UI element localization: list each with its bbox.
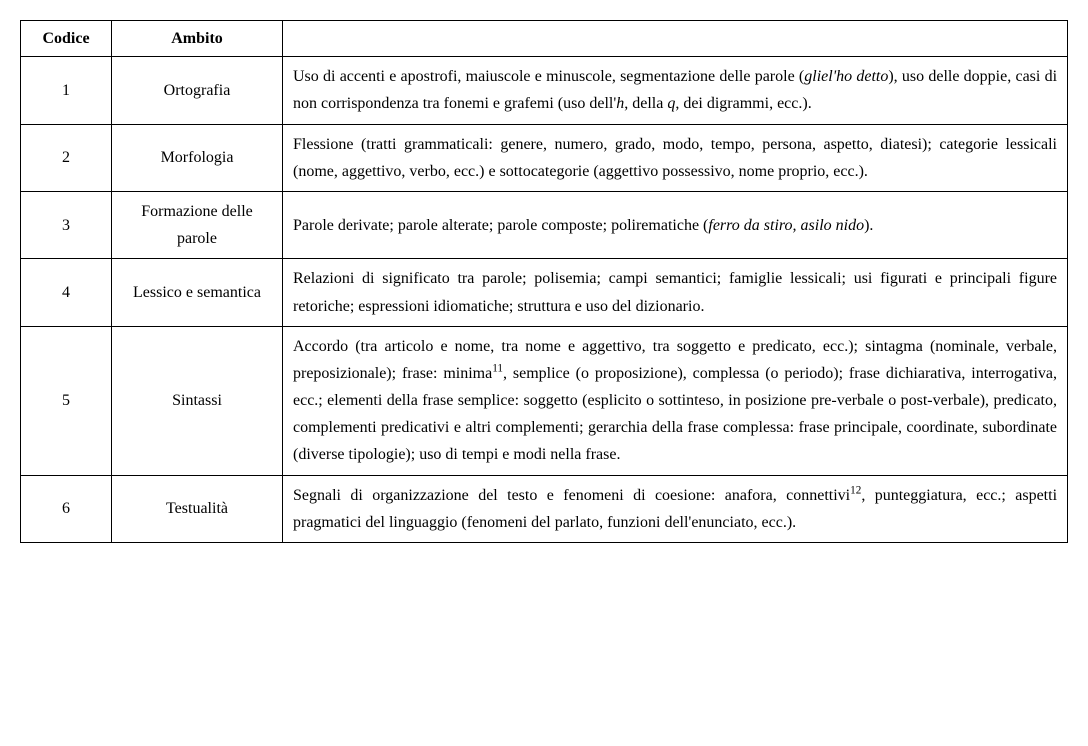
footnote-ref: 12 <box>850 484 861 496</box>
cell-codice: 5 <box>21 326 112 475</box>
italic-text: h <box>616 95 624 112</box>
cell-codice: 4 <box>21 259 112 326</box>
table-row: 1OrtografiaUso di accenti e apostrofi, m… <box>21 57 1068 124</box>
cell-ambito: Morfologia <box>112 124 283 191</box>
linguistic-domains-table: Codice Ambito 1OrtografiaUso di accenti … <box>20 20 1068 543</box>
cell-description: Relazioni di significato tra parole; pol… <box>283 259 1068 326</box>
cell-description: Uso di accenti e apostrofi, maiuscole e … <box>283 57 1068 124</box>
col-header-codice: Codice <box>21 21 112 57</box>
cell-codice: 1 <box>21 57 112 124</box>
cell-codice: 3 <box>21 191 112 258</box>
cell-description: Segnali di organizzazione del testo e fe… <box>283 475 1068 542</box>
italic-text: q <box>667 95 675 112</box>
footnote-ref: 11 <box>492 363 503 375</box>
italic-text: gliel'ho detto <box>804 68 888 85</box>
table-body: 1OrtografiaUso di accenti e apostrofi, m… <box>21 57 1068 543</box>
table-row: 6TestualitàSegnali di organizzazione del… <box>21 475 1068 542</box>
col-header-ambito: Ambito <box>112 21 283 57</box>
italic-text: ferro da stiro, asilo nido <box>708 217 864 234</box>
cell-ambito: Sintassi <box>112 326 283 475</box>
cell-ambito: Formazione delle parole <box>112 191 283 258</box>
table-header-row: Codice Ambito <box>21 21 1068 57</box>
table-row: 2MorfologiaFlessione (tratti grammatical… <box>21 124 1068 191</box>
col-header-desc <box>283 21 1068 57</box>
cell-description: Parole derivate; parole alterate; parole… <box>283 191 1068 258</box>
table-row: 5SintassiAccordo (tra articolo e nome, t… <box>21 326 1068 475</box>
cell-codice: 6 <box>21 475 112 542</box>
table-row: 3Formazione delle paroleParole derivate;… <box>21 191 1068 258</box>
cell-codice: 2 <box>21 124 112 191</box>
cell-ambito: Ortografia <box>112 57 283 124</box>
cell-description: Accordo (tra articolo e nome, tra nome e… <box>283 326 1068 475</box>
cell-ambito: Lessico e semantica <box>112 259 283 326</box>
cell-description: Flessione (tratti grammaticali: genere, … <box>283 124 1068 191</box>
cell-ambito: Testualità <box>112 475 283 542</box>
table-row: 4Lessico e semanticaRelazioni di signifi… <box>21 259 1068 326</box>
